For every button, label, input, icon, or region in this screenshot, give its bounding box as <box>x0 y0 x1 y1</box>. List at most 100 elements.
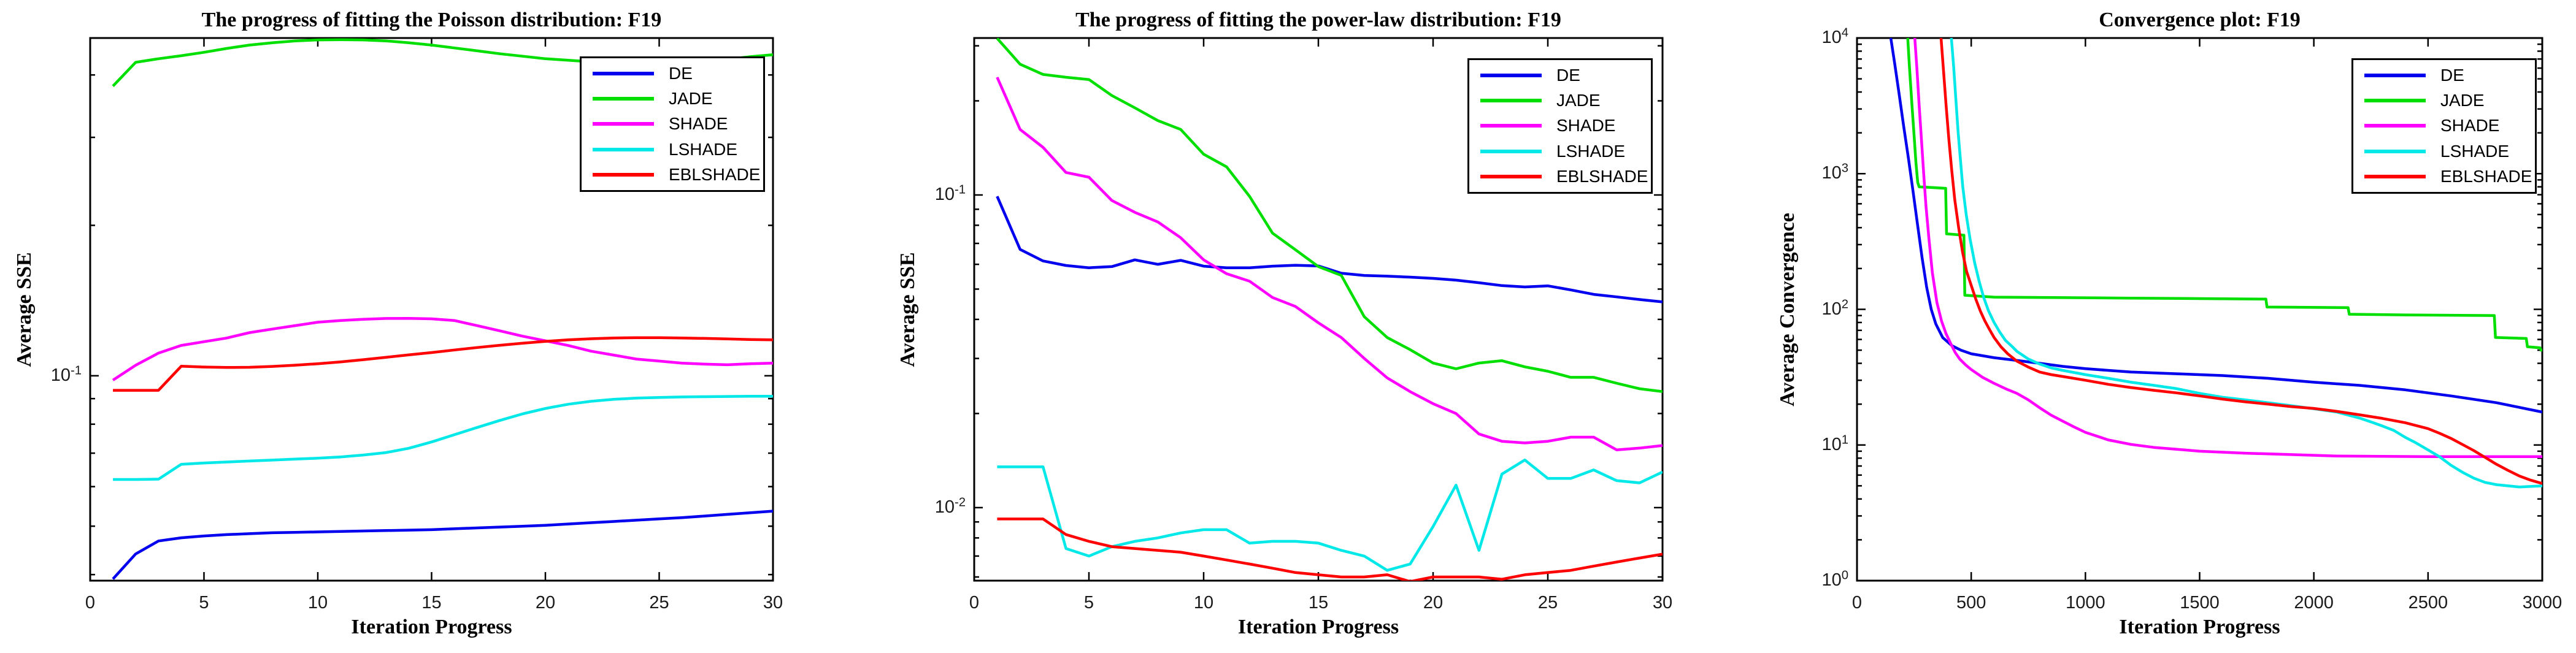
x-tick-label: 5 <box>199 593 209 613</box>
legend-entry: EBLSHADE <box>593 165 763 185</box>
x-tick-label: 15 <box>421 593 442 613</box>
legend-label: SHADE <box>669 114 728 134</box>
y-tick-label: 102 <box>1821 297 1848 319</box>
plot-title: The progress of fitting the Poisson dist… <box>201 9 662 31</box>
x-tick-label: 5 <box>1083 593 1094 613</box>
x-tick-label: 30 <box>763 593 783 613</box>
legend-entry: LSHADE <box>1480 142 1651 161</box>
x-tick-label: 20 <box>1423 593 1444 613</box>
x-tick-label: 25 <box>1537 593 1558 613</box>
x-tick-label: 0 <box>85 593 96 613</box>
plot-frame <box>1856 37 2543 582</box>
x-axis-label: Iteration Progress <box>351 616 512 638</box>
legend-line-sample <box>593 122 654 126</box>
legend-entry: JADE <box>1480 91 1651 110</box>
legend-entry: JADE <box>2364 91 2535 110</box>
legend-line-sample <box>593 147 654 151</box>
x-tick-label: 1000 <box>2066 593 2105 613</box>
x-tick-label: 15 <box>1308 593 1329 613</box>
legend-line-sample <box>1480 124 1542 128</box>
curve-EBLSHADE <box>113 336 773 392</box>
powerlaw-fit-plot: The progress of fitting the power-law di… <box>859 0 1718 653</box>
y-tick-label: 10-2 <box>934 495 966 517</box>
legend-label: DE <box>669 63 693 83</box>
legend-entry: LSHADE <box>593 140 763 159</box>
convergence-plot-canvas <box>1856 37 2543 582</box>
curve-JADE <box>996 38 1663 393</box>
y-tick-label: 104 <box>1821 26 1848 48</box>
legend-label: JADE <box>669 89 713 109</box>
x-tick-label: 10 <box>307 593 328 613</box>
x-tick-label: 0 <box>969 593 980 613</box>
legend-line-sample <box>1480 73 1542 77</box>
legend: DE JADE SHADE LSHADE EBLSHADE <box>2351 58 2537 194</box>
legend-label: SHADE <box>2440 116 2500 136</box>
legend-label: SHADE <box>1556 116 1616 136</box>
legend-entry: JADE <box>593 89 763 109</box>
powerlaw-plot-canvas <box>973 37 1664 582</box>
legend: DE JADE SHADE LSHADE EBLSHADE <box>1467 58 1653 194</box>
legend-line-sample <box>2364 99 2426 103</box>
curve-JADE <box>1906 38 2542 352</box>
curve-SHADE <box>996 77 1663 451</box>
y-axis-label: Average SSE <box>13 251 36 367</box>
x-tick-label: 2000 <box>2294 593 2334 613</box>
legend: DE JADE SHADE LSHADE EBLSHADE <box>580 56 765 192</box>
x-tick-label: 10 <box>1193 593 1214 613</box>
legend-entry: DE <box>1480 66 1651 85</box>
y-tick-label: 100 <box>1821 568 1848 590</box>
legend-entry: SHADE <box>593 114 763 134</box>
curve-SHADE <box>1913 38 2542 459</box>
legend-entry: SHADE <box>1480 116 1651 136</box>
legend-line-sample <box>1480 99 1542 103</box>
x-tick-label: 30 <box>1652 593 1673 613</box>
curve-DE <box>112 510 773 580</box>
x-tick-label: 2500 <box>2408 593 2448 613</box>
y-tick-label: 10-1 <box>934 183 966 205</box>
x-tick-label: 500 <box>1956 593 1986 613</box>
legend-entry: EBLSHADE <box>2364 167 2535 186</box>
legend-label: LSHADE <box>669 139 738 159</box>
legend-line-sample <box>2364 175 2426 179</box>
poisson-fit-plot: The progress of fitting the Poisson dist… <box>0 0 859 653</box>
legend-label: EBLSHADE <box>1556 167 1648 186</box>
x-axis-label: Iteration Progress <box>1237 616 1399 638</box>
legend-line-sample <box>593 71 654 75</box>
curve-LSHADE <box>997 458 1663 572</box>
legend-line-sample <box>593 173 654 177</box>
legend-label: EBLSHADE <box>669 165 761 185</box>
y-axis-label: Average SSE <box>896 251 919 367</box>
curve-EBLSHADE <box>997 517 1663 581</box>
y-tick-label: 10-1 <box>50 364 82 385</box>
legend-entry: DE <box>2364 66 2535 85</box>
y-tick-label: 103 <box>1821 161 1848 183</box>
curve-EBLSHADE <box>1939 38 2542 485</box>
legend-label: EBLSHADE <box>2440 167 2532 186</box>
x-axis-label: Iteration Progress <box>2119 616 2280 638</box>
legend-label: JADE <box>2440 91 2485 110</box>
convergence-plot: Convergence plot: F19 Iteration Progress… <box>1718 0 2576 653</box>
y-tick-label: 101 <box>1821 433 1848 454</box>
x-tick-label: 25 <box>649 593 669 613</box>
x-tick-label: 3000 <box>2522 593 2563 613</box>
curve-DE <box>996 196 1663 304</box>
legend-label: DE <box>2440 65 2464 85</box>
curve-LSHADE <box>113 394 773 481</box>
legend-line-sample <box>1480 149 1542 153</box>
plot-frame <box>973 37 1664 582</box>
legend-entry: SHADE <box>2364 116 2535 136</box>
x-tick-label: 0 <box>1851 593 1863 613</box>
plot-title: Convergence plot: F19 <box>2099 9 2301 31</box>
legend-line-sample <box>2364 73 2426 77</box>
legend-line-sample <box>2364 124 2426 128</box>
x-tick-label: 1500 <box>2180 593 2220 613</box>
legend-label: LSHADE <box>2440 141 2510 161</box>
legend-entry: EBLSHADE <box>1480 167 1651 186</box>
legend-line-sample <box>1480 175 1542 179</box>
legend-label: DE <box>1556 65 1580 85</box>
plot-title: The progress of fitting the power-law di… <box>1075 9 1561 31</box>
legend-label: LSHADE <box>1556 141 1626 161</box>
legend-entry: DE <box>593 64 763 83</box>
y-axis-label: Average Convergence <box>1776 212 1799 407</box>
